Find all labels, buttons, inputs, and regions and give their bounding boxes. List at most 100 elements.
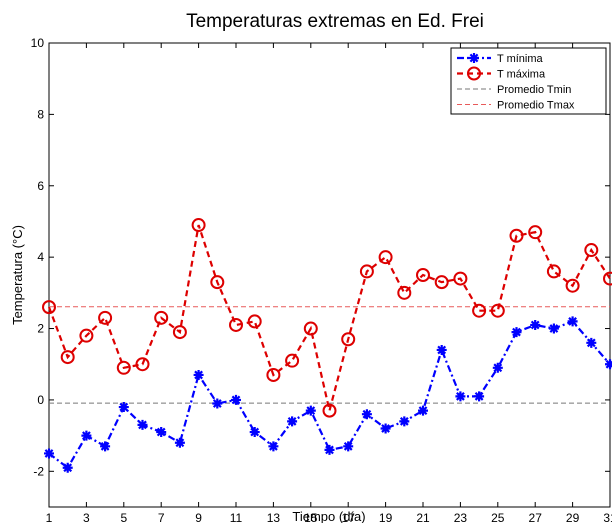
series-1-point — [60, 350, 75, 365]
series-0-point — [231, 394, 241, 405]
x-axis: 135791113151719212325272931 — [46, 43, 612, 523]
series-0-point — [174, 437, 185, 448]
y-tick-label: 6 — [37, 179, 44, 193]
series-0-point — [44, 448, 54, 459]
series-0-point — [474, 391, 485, 402]
y-tick-label: 2 — [37, 322, 44, 336]
series-1-point — [266, 367, 281, 382]
series-0-point — [455, 391, 466, 402]
legend-marker-1 — [467, 66, 481, 81]
series-0-point — [418, 405, 428, 416]
series-1-point — [584, 243, 599, 258]
series-0-point — [492, 362, 503, 373]
series-1-point — [303, 321, 318, 336]
series-0-point — [305, 405, 316, 416]
series-layer — [42, 218, 612, 473]
series-1-point — [472, 303, 487, 318]
series-1 — [42, 218, 612, 418]
series-0-point — [324, 444, 335, 455]
series-0-point — [156, 427, 167, 438]
x-tick-label: 25 — [491, 511, 505, 523]
x-tick-label: 9 — [195, 511, 202, 523]
series-1-point — [546, 264, 561, 279]
x-tick-label: 1 — [46, 511, 53, 523]
series-0-point — [343, 441, 354, 452]
x-tick-label: 17 — [342, 511, 356, 523]
series-1-point — [191, 218, 206, 233]
series-0-point — [249, 427, 260, 438]
series-1-point — [509, 228, 524, 243]
legend-label: T máxima — [497, 69, 546, 81]
series-0-point — [530, 319, 541, 330]
series-1-point — [359, 264, 374, 279]
series-1-point — [565, 278, 580, 293]
series-1-point — [378, 250, 393, 265]
series-0-point — [361, 409, 372, 420]
series-0-point — [399, 416, 410, 427]
series-line-1 — [47, 224, 611, 411]
series-1-point — [416, 268, 430, 282]
series-0 — [44, 316, 612, 473]
x-tick-label: 7 — [158, 511, 165, 523]
x-tick-label: 5 — [120, 511, 127, 523]
series-0-point — [100, 441, 111, 452]
series-1-point — [341, 332, 356, 347]
series-0-point — [268, 441, 279, 452]
series-1-point — [98, 310, 113, 325]
legend-box — [450, 47, 607, 115]
x-tick-label: 23 — [454, 511, 468, 523]
y-tick-label: 4 — [37, 250, 44, 264]
series-1-point — [172, 325, 187, 340]
y-tick-label: -2 — [33, 464, 44, 478]
series-0-point — [118, 402, 129, 413]
series-1-point — [434, 275, 449, 290]
series-0-point — [212, 398, 223, 409]
series-0-point — [436, 344, 447, 355]
series-1-point — [247, 314, 262, 329]
x-tick-label: 13 — [267, 511, 281, 523]
series-0-point — [605, 359, 612, 370]
series-0-point — [380, 423, 391, 434]
x-tick-label: 19 — [379, 511, 393, 523]
legend-marker-0 — [469, 53, 479, 63]
x-tick-label: 3 — [83, 511, 90, 523]
series-0-point — [586, 337, 597, 348]
reference-lines — [49, 306, 610, 404]
series-1-point — [135, 357, 150, 372]
series-1-point — [528, 225, 543, 240]
y-tick-label: 10 — [31, 36, 45, 50]
y-tick-label: 8 — [37, 107, 44, 121]
chart-title: Temperaturas extremas en Ed. Frei — [186, 11, 484, 32]
y-axis-label: Temperatura (°C) — [10, 225, 25, 325]
x-tick-label: 15 — [304, 511, 318, 523]
legend-label: Promedio Tmax — [497, 100, 575, 112]
series-0-point — [62, 462, 73, 473]
series-0-point — [287, 416, 298, 427]
series-1-point — [210, 275, 225, 290]
x-axis-label: Tiempo (día) — [292, 509, 365, 523]
y-axis: -2 0 2 4 6 8 10 — [31, 36, 610, 478]
series-1-point — [453, 271, 468, 286]
series-1-point — [154, 310, 169, 325]
series-0-point — [567, 316, 578, 327]
x-tick-label: 11 — [230, 511, 243, 523]
x-tick-label: 29 — [566, 511, 580, 523]
x-tick-label: 27 — [529, 511, 543, 523]
y-tick-label: 0 — [37, 393, 44, 407]
legend-label: Promedio Tmin — [497, 84, 571, 96]
series-1-point — [397, 285, 412, 300]
series-1-point — [603, 271, 612, 286]
series-0-point — [81, 430, 92, 441]
series-1-point — [116, 360, 131, 375]
series-0-point — [193, 369, 204, 380]
series-0-point — [548, 323, 559, 334]
series-0-point — [511, 327, 522, 338]
series-1-point — [42, 300, 56, 315]
series-1-point — [79, 328, 94, 343]
legend: T mínima T máxima Promedio Tmin Promedio Tm… — [450, 47, 607, 115]
series-0-point — [137, 419, 148, 430]
series-1-point — [490, 303, 505, 318]
x-tick-label: 21 — [416, 511, 430, 523]
legend-label: T mínima — [497, 53, 544, 65]
